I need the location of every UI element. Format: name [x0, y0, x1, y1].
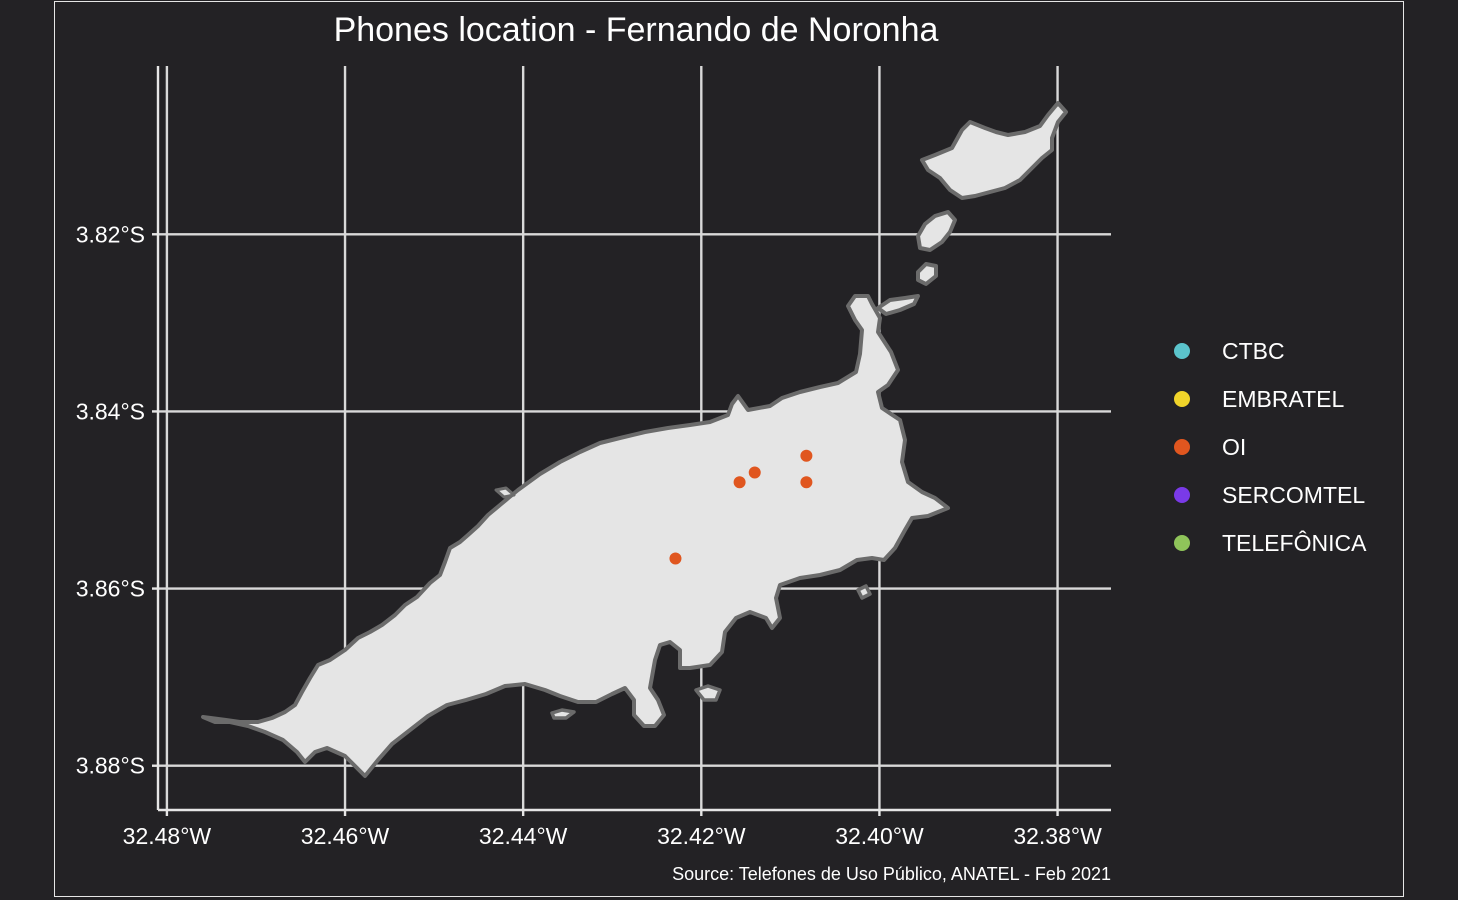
legend-label: EMBRATEL: [1222, 386, 1344, 412]
small-islet-2: [696, 686, 720, 700]
island-landmass: [203, 103, 1066, 776]
small-islet-4: [858, 586, 870, 598]
y-tick-label: 3.82°S: [76, 221, 145, 247]
legend: CTBC EMBRATEL OI SERCOMTEL TELEFÔNICA: [1174, 338, 1367, 556]
rata-island: [922, 103, 1066, 198]
phone-point-oi: [800, 450, 812, 462]
small-islet-1: [878, 296, 918, 314]
x-tick-label: 32.44°W: [479, 823, 568, 849]
rasa-island: [918, 264, 936, 284]
phone-point-oi: [749, 467, 761, 479]
legend-label: OI: [1222, 434, 1246, 460]
chart-title: Phones location - Fernando de Noronha: [334, 11, 939, 49]
x-tick-label: 32.42°W: [657, 823, 746, 849]
y-tick-label: 3.86°S: [76, 576, 145, 602]
legend-key: [1174, 487, 1190, 503]
phone-point-oi: [800, 476, 812, 488]
y-tick-label: 3.84°S: [76, 398, 145, 424]
x-tick-label: 32.40°W: [835, 823, 924, 849]
legend-key: [1174, 439, 1190, 455]
small-islet-5: [496, 488, 514, 497]
legend-label: CTBC: [1222, 338, 1285, 364]
legend-key: [1174, 535, 1190, 551]
meio-island: [918, 212, 955, 250]
y-tick-label: 3.88°S: [76, 753, 145, 779]
phone-point-oi: [734, 476, 746, 488]
small-islet-3: [552, 710, 574, 718]
chart-caption: Source: Telefones de Uso Público, ANATEL…: [672, 864, 1111, 884]
legend-label: SERCOMTEL: [1222, 482, 1365, 508]
main-island: [203, 296, 948, 776]
legend-key: [1174, 343, 1190, 359]
x-tick-label: 32.46°W: [301, 823, 390, 849]
phone-point-oi: [669, 552, 681, 564]
legend-key: [1174, 391, 1190, 407]
legend-label: TELEFÔNICA: [1222, 529, 1367, 556]
x-tick-label: 32.48°W: [123, 823, 212, 849]
x-tick-label: 32.38°W: [1013, 823, 1102, 849]
